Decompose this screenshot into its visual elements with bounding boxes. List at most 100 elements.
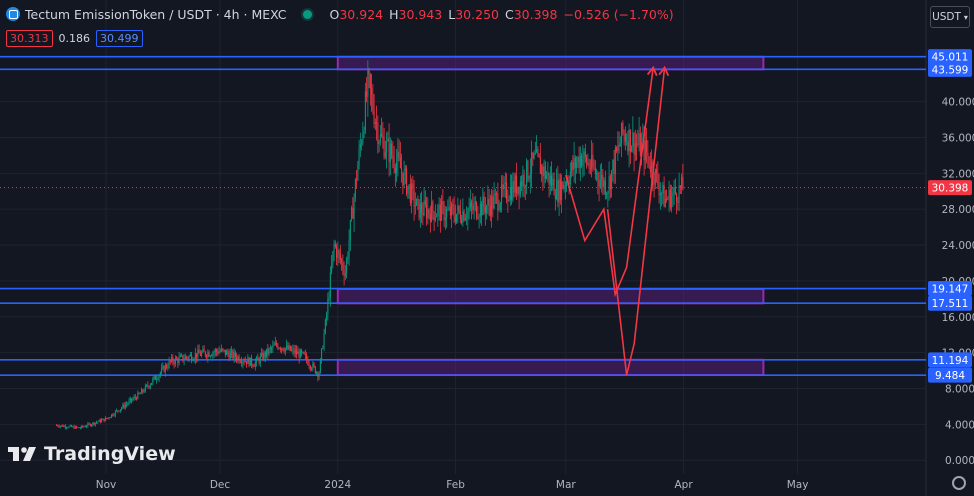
candle-body [461,219,463,223]
candle-body [444,217,446,221]
candle-body [169,360,171,362]
candle-body [322,348,324,349]
candle-body [188,355,190,359]
candle-body [63,425,65,427]
candle-body [599,179,601,187]
candle-body [241,362,243,364]
candle-body [648,156,650,167]
candle-body [251,357,253,365]
x-tick-label: 2024 [324,479,351,491]
candle-body [413,188,415,207]
candle-body [161,368,163,373]
bid-ask-row: 30.313 0.186 30.499 [6,30,143,47]
candle-body [356,179,358,181]
candle-body [142,389,144,392]
candle-body [163,366,165,372]
candle-body [218,351,220,354]
candle-body [581,155,583,166]
candle-body [591,154,593,170]
candle-body [531,152,533,174]
candle-body [204,351,206,356]
candle-body [563,185,565,189]
candle-body [153,376,155,379]
candle-body [376,122,378,123]
candle-body [132,398,134,401]
y-tick-label: 8.000 [945,383,974,395]
candle-body [149,384,151,388]
candle-body [552,179,554,186]
candle-body [666,198,668,200]
candle-body [476,202,478,218]
close-value: 30.398 [513,6,558,22]
candle-body [371,88,373,94]
candle-body [489,205,491,216]
candle-body [416,198,418,206]
candle-body [609,176,611,190]
candle-body [93,422,95,425]
bid-button[interactable]: 30.313 [6,30,53,47]
time-axis[interactable]: Nov Dec 2024 Feb Mar Apr May [96,479,809,491]
candle-body [448,206,450,210]
candle-body [439,204,441,221]
candle-body [337,250,339,258]
candle-body [286,345,288,349]
symbol-title[interactable]: Tectum EmissionToken / USDT · 4h · MEXC [25,6,287,22]
ask-button[interactable]: 30.499 [96,30,143,47]
candle-body [414,205,416,207]
candle-body [566,180,568,186]
candle-body [546,175,548,179]
candle-body [534,152,536,154]
currency-label: USDT [932,11,961,23]
candle-body [152,378,154,383]
candle-body [387,138,389,141]
candle-body [68,426,70,428]
candle-body [556,180,558,199]
y-tick-label: 16.000 [942,312,974,324]
candle-body [318,373,320,377]
candle-body [408,184,410,186]
candle-body [88,423,90,425]
candle-body [392,155,394,159]
candle-body [383,138,385,158]
candle-body [279,348,281,350]
candle-body [311,368,313,370]
candle-body [133,396,135,399]
level-price-label-bg [928,49,972,65]
candle-body [551,175,553,186]
candle-body [98,419,100,422]
candle-body [339,253,341,260]
candle-body [636,143,638,145]
gear-icon[interactable] [952,476,966,490]
candle-body [612,159,614,171]
zone-rect [336,287,765,305]
candle-body [358,147,360,166]
candle-body [501,184,503,204]
level-price-label: 17.511 [932,298,969,310]
currency-select[interactable]: USDT ▾ [930,6,970,28]
candle-body [464,218,466,221]
candle-body [638,133,640,145]
candle-body [328,297,330,300]
brand-name: TradingView [44,443,176,465]
candle-body [503,183,505,190]
candle-body [516,175,518,194]
candle-body [657,172,659,186]
candle-body [533,153,535,159]
candle-body [479,203,481,217]
candle-body [449,206,451,216]
candle-body [523,174,525,187]
candle-body [352,207,354,219]
candle-body [396,162,398,173]
arrow-path [606,67,666,376]
candle-body [373,110,375,125]
candle-body [406,168,408,194]
candle-body [669,189,671,208]
candle-body [676,193,678,203]
tradingview-logo: TradingView [8,443,176,465]
candle-body [81,425,83,428]
candle-body [577,157,579,163]
candle-body [84,426,86,428]
high-value: 30.943 [398,6,443,22]
candle-body [79,427,81,429]
